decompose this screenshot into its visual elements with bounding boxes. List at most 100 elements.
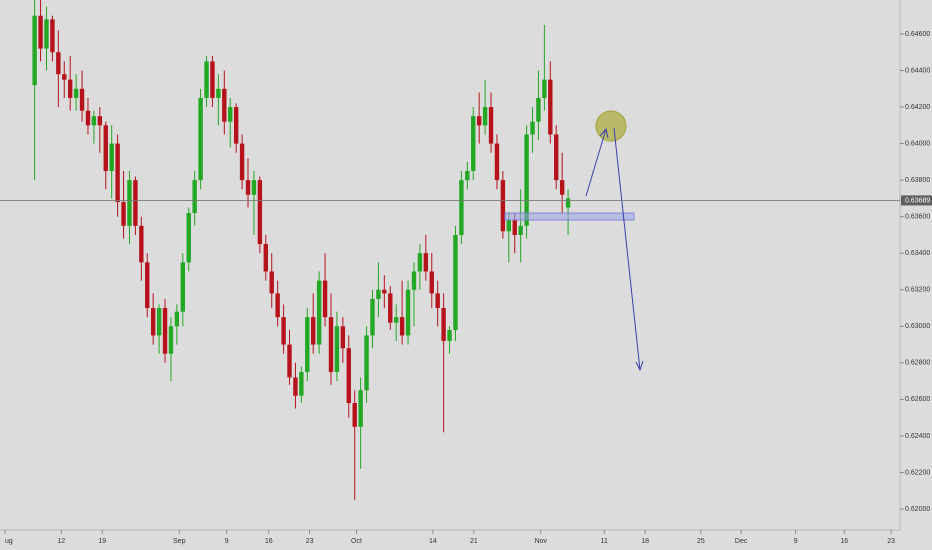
candle-body <box>459 180 464 235</box>
x-tick-label: ug <box>5 538 13 545</box>
y-tick-label: 0.64400 <box>905 67 930 74</box>
candle-body <box>180 262 186 312</box>
candle-body <box>559 180 565 195</box>
candle-body <box>91 116 97 126</box>
candle-body <box>376 289 381 299</box>
projection-arrows <box>585 127 644 372</box>
candle-body <box>269 271 274 294</box>
candle-body <box>222 88 227 122</box>
candle-body <box>488 107 494 144</box>
candle-body <box>411 271 417 290</box>
candle-body <box>38 15 43 49</box>
last-price-label: 0.63689 <box>905 197 930 204</box>
candle-body <box>245 180 251 195</box>
candle-body <box>174 311 180 327</box>
x-tick-label: Dec <box>735 538 748 545</box>
x-tick-label: 14 <box>429 538 437 545</box>
candle-body <box>548 79 553 135</box>
y-tick-label: 0.62400 <box>905 433 930 440</box>
candle-body <box>62 74 67 80</box>
x-tick-label: 23 <box>306 538 314 545</box>
candle-body <box>565 198 571 208</box>
candle-body <box>251 180 257 195</box>
y-tick-label: 0.64200 <box>905 104 930 111</box>
target-circle <box>595 110 627 142</box>
candle-body <box>524 134 529 226</box>
candle-body <box>204 61 209 98</box>
candle-body <box>453 234 458 330</box>
candle-body <box>399 317 405 336</box>
candle-body <box>554 134 559 181</box>
candle-body <box>346 348 351 404</box>
candle-body <box>97 116 103 126</box>
candle-body <box>233 107 239 144</box>
x-tick-label: Oct <box>351 538 362 545</box>
support-zone <box>504 212 635 221</box>
candle-body <box>322 280 328 318</box>
y-tick-label: 0.63000 <box>905 323 930 330</box>
candle-body <box>311 317 316 345</box>
candle-body <box>316 280 322 345</box>
candle-body <box>500 180 506 232</box>
candle-body <box>382 289 387 294</box>
candle-body <box>299 371 304 396</box>
candle-body <box>216 88 221 98</box>
candle-body <box>293 377 298 396</box>
candle-body <box>85 110 91 126</box>
candle-body <box>370 298 375 336</box>
candle-body <box>156 308 162 336</box>
candle-body <box>73 88 79 98</box>
x-tick-label: 18 <box>641 538 649 545</box>
x-tick-label: 9 <box>225 538 229 545</box>
candle-body <box>275 293 280 318</box>
candle-body <box>536 97 541 122</box>
candle-body <box>67 79 73 98</box>
candle-body <box>471 116 476 172</box>
y-tick-label: 0.62600 <box>905 396 930 403</box>
candle-body <box>198 97 203 181</box>
candle-body <box>476 116 482 126</box>
candle-body <box>162 308 168 354</box>
candle-body <box>44 19 49 49</box>
candle-body <box>257 180 263 245</box>
candle-body <box>334 326 340 372</box>
candle-body <box>358 390 363 427</box>
candle-body <box>494 143 500 181</box>
candle-body <box>518 225 523 235</box>
candle-body <box>109 143 114 172</box>
candle-body <box>388 293 393 323</box>
y-tick-label: 0.63200 <box>905 287 930 294</box>
candle-body <box>210 61 215 98</box>
candle-body <box>32 15 37 86</box>
candle-body <box>281 317 286 345</box>
x-tick-label: 9 <box>794 538 798 545</box>
candle-body <box>150 308 156 336</box>
candle-body <box>103 125 108 172</box>
y-tick-label: 0.63600 <box>905 214 930 221</box>
y-tick-label: 0.62000 <box>905 506 930 513</box>
x-tick-label: 11 <box>601 538 608 545</box>
candle-body <box>340 326 346 349</box>
candles <box>32 0 571 500</box>
candle-body <box>506 220 512 232</box>
candle-body <box>328 317 334 372</box>
candle-body <box>364 335 369 391</box>
x-tick-label: Sep <box>173 538 186 545</box>
x-tick-label: 19 <box>98 538 106 545</box>
candle-body <box>429 271 434 294</box>
candle-body <box>239 143 245 181</box>
candle-body <box>465 171 470 181</box>
candle-body <box>168 326 174 354</box>
candle-body <box>127 180 132 226</box>
candle-body <box>121 202 126 226</box>
x-tick-label: 16 <box>840 538 848 545</box>
y-tick-label: 0.62800 <box>905 360 930 367</box>
x-tick-label: 12 <box>57 538 65 545</box>
candle-body <box>441 308 446 341</box>
candle-body <box>482 107 488 126</box>
last-price-tag <box>901 195 932 206</box>
candle-body <box>79 88 85 111</box>
